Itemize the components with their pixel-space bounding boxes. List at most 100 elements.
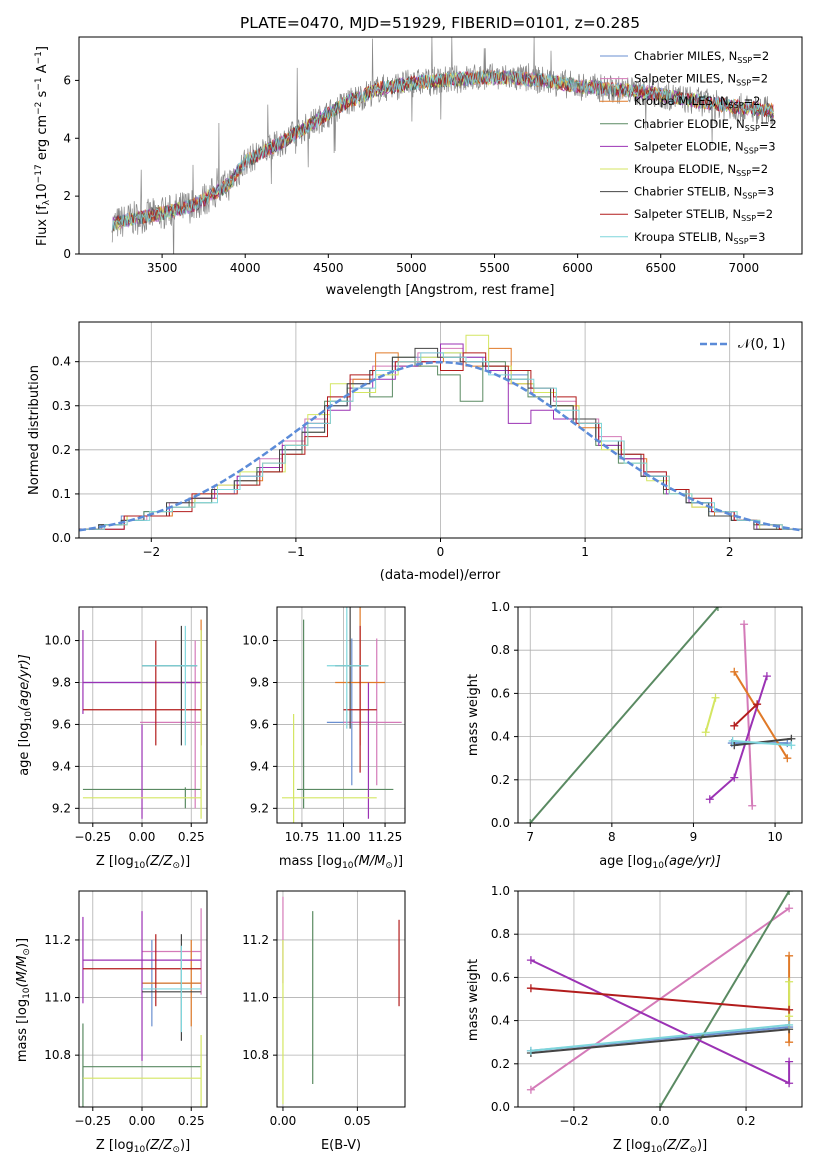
xtick-label: 9 [690, 830, 698, 844]
mwage-point-salpeter_stelib [730, 721, 739, 730]
mwage-point-salpeter_elodie [705, 795, 714, 804]
mwz-point-kroupa_miles [785, 951, 794, 960]
mwage-line-chabrier_stelib [734, 737, 792, 747]
mwage-point-kroupa_miles [783, 754, 792, 763]
mwz-line-chabrier_elodie [659, 891, 790, 1107]
axes-frame [78, 606, 208, 824]
mass-ebv-xlabel: E(B-V) [321, 1138, 361, 1153]
xtick-label: 11.00 [326, 830, 360, 844]
mwz-point-salpeter_miles [785, 904, 794, 913]
hist-ytick-label: 0.0 [52, 531, 71, 545]
xtick-label: 0.00 [129, 1114, 156, 1128]
spectrum-xtick-label: 6000 [562, 261, 593, 275]
xtick-label: 0.0 [650, 1114, 669, 1128]
age-vs-mass-panel: 10.75 11.00 11.25 9.2 9.4 9.6 9.8 10.0 [242, 606, 406, 844]
xtick-label: 11.25 [368, 830, 402, 844]
spectrum-xtick-label: 5500 [479, 261, 510, 275]
mwage-point-kroupa_stelib [728, 736, 737, 745]
ytick-label: 11.0 [242, 991, 269, 1005]
ytick-label: 0.8 [491, 643, 510, 657]
mwage-line-chabrier_elodie [529, 607, 719, 823]
ytick-label: 0.2 [491, 773, 510, 787]
mwage-point-salpeter_elodie [730, 773, 739, 782]
spectrum-ytick-label: 0 [63, 247, 71, 261]
mwage-line-salpeter_stelib [733, 703, 758, 727]
xtick-label: 0.05 [344, 1114, 371, 1128]
hist-step-kroupa_miles [81, 347, 802, 530]
legend-label-kroupa_stelib: Kroupa STELIB, NSSP=3 [634, 230, 765, 246]
spectrum-xtick-label: 5000 [396, 261, 427, 275]
ytick-label: 0.4 [491, 1014, 510, 1028]
mwage-point-salpeter_elodie [762, 672, 771, 681]
hist-ytick-label: 0.4 [52, 355, 71, 369]
hist-ytick-label: 0.1 [52, 487, 71, 501]
legend-label-chabrier_miles: Chabrier MILES, NSSP=2 [634, 49, 769, 65]
mwz-line-kroupa_stelib [530, 1023, 790, 1052]
mwage-point-kroupa_elodie [701, 728, 710, 737]
mwage-point-salpeter_stelib [753, 700, 762, 709]
residual-ylabel: Normed distribution [27, 365, 42, 495]
spectrum-legend: Chabrier MILES, NSSP=2 Salpeter MILES, NS… [600, 49, 777, 246]
ytick-label: 11.2 [242, 933, 269, 947]
mwage-point-chabrier_elodie [526, 819, 535, 823]
xtick-label: 10 [767, 830, 782, 844]
ytick-label: 10.8 [242, 1048, 269, 1062]
spectrum-xtick-label: 4500 [313, 261, 344, 275]
spectrum-xlabel: wavelength [Angstrom, rest frame] [326, 283, 555, 298]
xtick-label: 8 [608, 830, 616, 844]
spectrum-xtick-label: 7000 [729, 261, 760, 275]
mwage-point-salpeter_miles [748, 801, 757, 810]
hist-xtick-label: 0 [437, 545, 445, 559]
xtick-label: 0.25 [178, 1114, 205, 1128]
xtick-label: −0.25 [74, 830, 111, 844]
hist-step-chabrier_stelib [79, 347, 800, 530]
mwz-line-salpeter_stelib [530, 987, 790, 1011]
hist-xtick-label: 2 [726, 545, 734, 559]
massweight-vs-metallicity-panel: −0.2 0.0 0.2 0.0 0.2 0.4 0.6 0.8 1.0 [491, 884, 803, 1128]
spectrum-axes-frame [78, 36, 803, 255]
mwz-point-kroupa_stelib [785, 1020, 794, 1029]
mwage-line-salpeter_elodie [709, 675, 768, 800]
plot-area [526, 607, 796, 823]
ytick-label: 0.2 [491, 1057, 510, 1071]
mwage-line-salpeter_miles [743, 624, 754, 806]
ytick-label: 9.8 [250, 675, 269, 689]
mass-z-xlabel: Z [log10(Z/Z⊙)] [96, 1138, 190, 1155]
ytick-label: 0.8 [491, 927, 510, 941]
mwage-point-chabrier_stelib [730, 741, 739, 750]
ytick-label: 1.0 [491, 600, 510, 614]
mwage-point-chabrier_elodie [713, 607, 722, 611]
axes-frame [78, 890, 208, 1108]
hist-step-salpeter_stelib [79, 352, 802, 530]
xtick-label: 0.2 [737, 1114, 756, 1128]
spectrum-xtick-label: 4000 [230, 261, 261, 275]
mwage-line-kroupa_elodie [704, 697, 717, 733]
ytick-label: 0.6 [491, 970, 510, 984]
ytick-label: 0.0 [491, 1100, 510, 1114]
mwage-line-kroupa_stelib [732, 739, 792, 747]
age-z-ylabel: age [log10(age/yr)] [17, 654, 34, 776]
mwz-point-salpeter_stelib [526, 984, 535, 993]
mass-z-ylabel: mass [log10(M/M⊙)] [15, 938, 32, 1062]
ytick-label: 10.8 [44, 1048, 71, 1062]
legend-label-kroupa_miles: Kroupa MILES, NSSP=2 [634, 94, 760, 110]
ytick-label: 9.2 [52, 801, 71, 815]
mwz-point-kroupa_stelib [526, 1046, 535, 1055]
mwage-point-kroupa_elodie [711, 693, 720, 702]
plot-area [82, 619, 202, 819]
spectrum-ytick-label: 6 [63, 73, 71, 87]
xtick-label: 0.00 [129, 830, 156, 844]
mwz-point-kroupa_miles [785, 1038, 794, 1047]
plot-area [526, 891, 794, 1107]
legend-label-kroupa_elodie: Kroupa ELODIE, NSSP=2 [634, 162, 768, 178]
spectrum-xtick-label: 6500 [645, 261, 676, 275]
xtick-label: −0.25 [74, 1114, 111, 1128]
gauss-legend-label: 𝒩(0, 1) [738, 337, 785, 352]
axes-frame [276, 890, 406, 1108]
legend-label-chabrier_stelib: Chabrier STELIB, NSSP=3 [634, 185, 774, 201]
mwz-line-chabrier_stelib [530, 1028, 790, 1054]
ytick-label: 0.4 [491, 730, 510, 744]
plot-area [282, 896, 400, 1105]
mwz-point-kroupa_elodie [785, 977, 794, 986]
